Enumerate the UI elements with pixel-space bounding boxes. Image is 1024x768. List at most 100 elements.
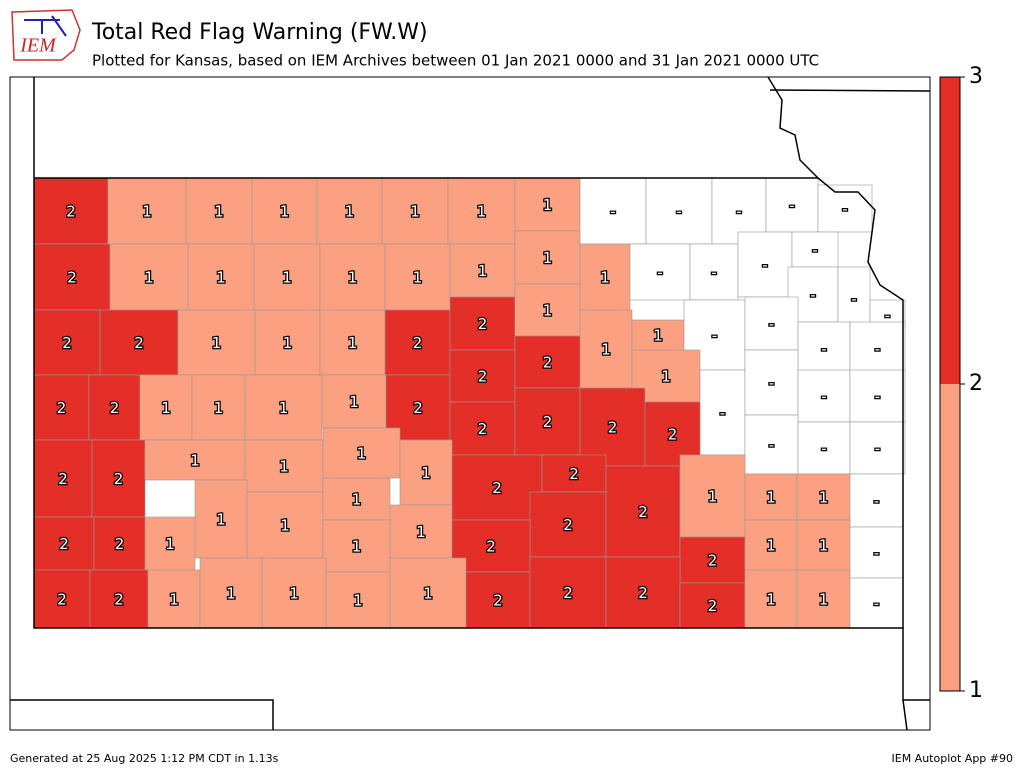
subtitle: Plotted for Kansas, based on IEM Archive…: [92, 52, 819, 70]
county: [797, 369, 851, 423]
county: [319, 309, 386, 376]
county-label: 2: [492, 479, 502, 497]
county-label: 2: [543, 413, 553, 431]
county: [744, 569, 798, 629]
county-label: -: [821, 340, 826, 358]
county-label: 1: [357, 445, 367, 463]
county-label: 2: [638, 503, 648, 521]
county: [33, 516, 95, 571]
county-label: 1: [216, 511, 226, 529]
county: [254, 309, 321, 376]
county-label: 1: [423, 585, 433, 603]
county-label: -: [851, 290, 856, 308]
county-label: -: [711, 264, 716, 282]
county-label: 2: [413, 334, 423, 352]
county: [33, 309, 101, 376]
county-label: -: [762, 256, 767, 274]
county-label: 2: [114, 591, 124, 609]
colorbar-frame: [939, 76, 961, 692]
county-label: 2: [569, 465, 579, 483]
county: [849, 321, 906, 376]
county: [389, 504, 453, 559]
county-label: -: [875, 440, 880, 458]
county-label: -: [874, 595, 879, 613]
county: [765, 177, 819, 233]
county: [321, 374, 387, 429]
colorbar-bin: [940, 77, 960, 384]
county: [514, 335, 581, 389]
county-label: -: [736, 203, 741, 221]
county: [629, 243, 691, 301]
county: [797, 421, 851, 475]
county: [837, 266, 871, 331]
county-label: 1: [279, 399, 289, 417]
county: [251, 177, 318, 245]
county-label: -: [842, 200, 847, 218]
county: [244, 374, 323, 441]
kansas-border: [33, 77, 904, 629]
county: [194, 479, 248, 559]
county: [744, 414, 799, 475]
county-label: -: [875, 388, 880, 406]
county-label: -: [810, 286, 815, 304]
county-label: 1: [161, 399, 171, 417]
county-label: 2: [134, 334, 144, 352]
county: [322, 519, 391, 573]
colorbar-tick-label: 1: [969, 678, 983, 703]
county-label: 1: [345, 203, 355, 221]
county: [744, 349, 799, 416]
county-label: 1: [819, 591, 829, 609]
county: [144, 516, 196, 571]
county: [514, 283, 581, 337]
county-label: 1: [766, 537, 776, 555]
county-label: 1: [413, 269, 423, 287]
county-label: 2: [638, 584, 648, 602]
county: [93, 516, 146, 571]
county: [579, 243, 631, 311]
county-label: -: [610, 203, 615, 221]
county-label: -: [885, 307, 890, 325]
county-label: 1: [190, 452, 200, 470]
county-label: 2: [413, 399, 423, 417]
county: [605, 556, 681, 629]
county-label: -: [875, 340, 880, 358]
county: [514, 177, 581, 232]
county-label: -: [769, 315, 774, 333]
county-label: 1: [349, 393, 359, 411]
county: [797, 321, 851, 376]
county-label: 2: [563, 584, 573, 602]
county-label: 1: [708, 488, 718, 506]
county: [33, 243, 111, 311]
county-label: 2: [493, 592, 503, 610]
county: [449, 349, 516, 403]
county-label: 2: [478, 368, 488, 386]
county: [316, 177, 383, 245]
footer-right: IEM Autoplot App #90: [892, 752, 1014, 765]
county-label: 1: [600, 269, 610, 287]
county-label: -: [720, 404, 725, 422]
county-label: 2: [708, 552, 718, 570]
county: [33, 569, 91, 629]
county: [325, 571, 391, 629]
county-label: 1: [661, 368, 671, 386]
county-label: -: [769, 374, 774, 392]
county: [737, 231, 793, 298]
county: [605, 465, 681, 558]
county-label: 1: [819, 489, 829, 507]
county-label: 1: [216, 269, 226, 287]
county: [849, 369, 906, 423]
county: [679, 454, 746, 538]
county-label: -: [676, 203, 681, 221]
county: [322, 427, 401, 479]
county: [579, 177, 647, 245]
county-label: 2: [478, 420, 488, 438]
county-label: 1: [410, 203, 420, 221]
colorbar-tick-label: 3: [969, 64, 983, 89]
county-label: 1: [353, 592, 363, 610]
county: [187, 243, 255, 311]
county-label: -: [769, 436, 774, 454]
county-label: 1: [142, 203, 152, 221]
county-label: 2: [62, 334, 72, 352]
county-label: 1: [289, 585, 299, 603]
